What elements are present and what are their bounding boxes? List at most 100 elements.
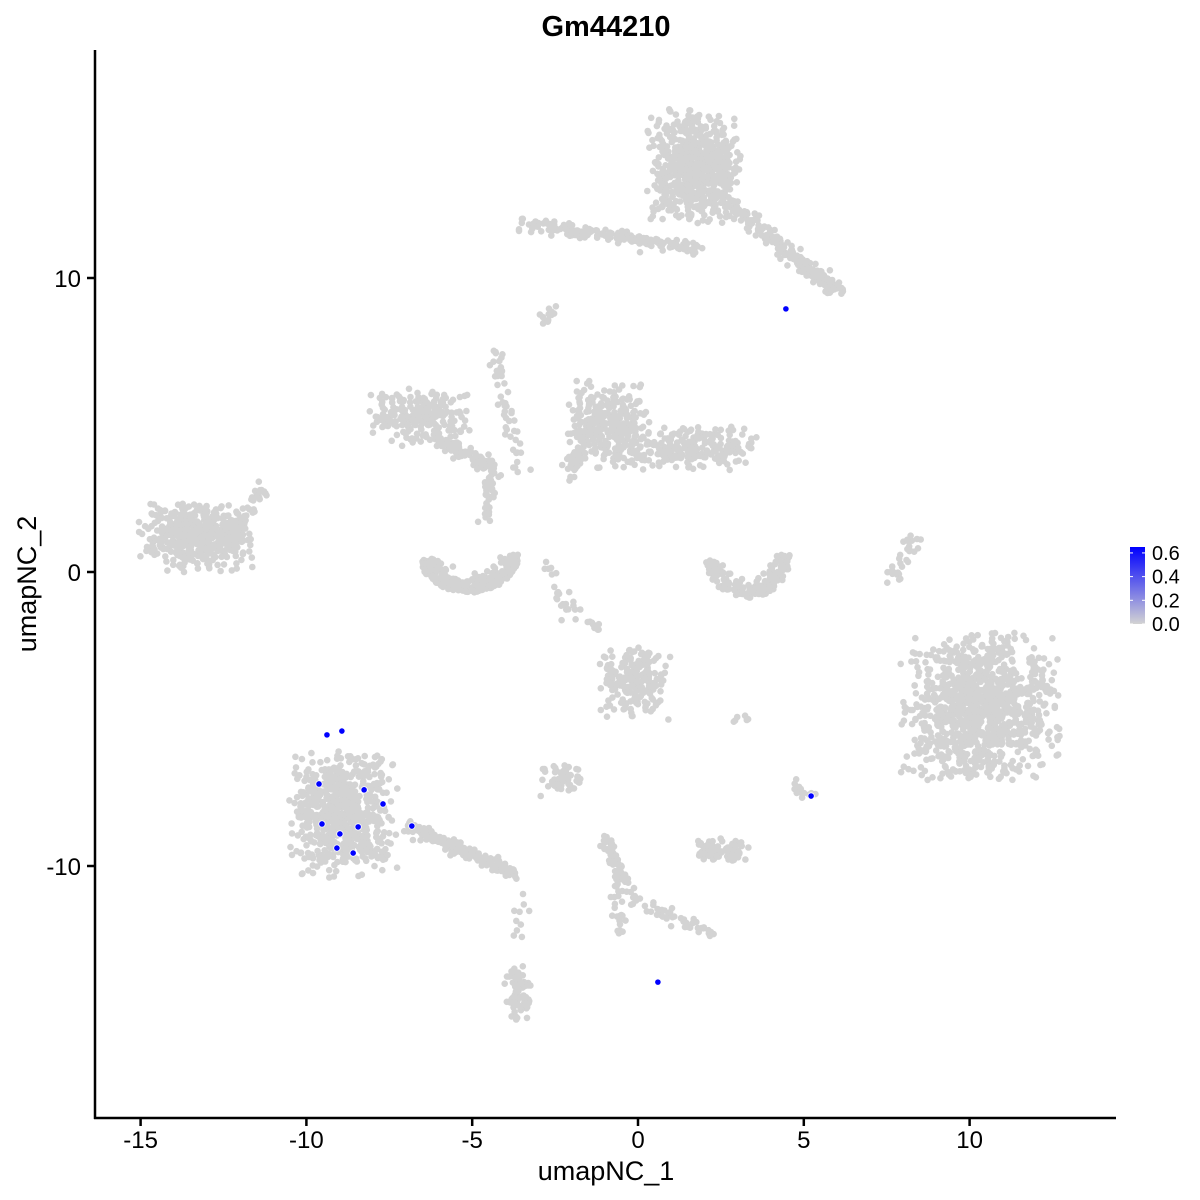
cell-point [732, 458, 740, 465]
cell-point [437, 435, 445, 442]
cell-point [514, 468, 521, 476]
cell-point [930, 691, 938, 699]
cell-point [817, 273, 825, 281]
cell-point [409, 836, 417, 844]
cell-point [569, 228, 577, 235]
cell-point [1011, 629, 1018, 637]
cell-point [298, 828, 306, 836]
cell-point [185, 547, 193, 554]
cell-point [926, 686, 933, 693]
cell-point [247, 541, 254, 549]
cell-point [631, 237, 639, 244]
cell-point [288, 830, 296, 837]
cell-point [638, 424, 645, 432]
cell-point [513, 458, 521, 466]
cell-point [645, 129, 652, 137]
cell-point [314, 847, 321, 855]
cell-point [991, 752, 998, 760]
cell-point [309, 862, 317, 869]
cell-point [683, 155, 690, 162]
cell-point [717, 434, 725, 442]
cell-point [978, 708, 985, 716]
cell-point [350, 788, 358, 796]
cell-point [705, 138, 713, 145]
cell-point [964, 685, 971, 693]
cell-point [1046, 728, 1053, 735]
cell-point [484, 510, 492, 518]
cell-point [958, 665, 965, 673]
cell-point [925, 671, 932, 678]
cell-point [194, 565, 202, 572]
cell-point [1041, 700, 1049, 708]
cell-point [910, 767, 917, 775]
cell-point [565, 401, 573, 409]
cell-point [606, 233, 614, 240]
cell-point [150, 546, 157, 553]
cell-point [246, 530, 253, 538]
cell-point [561, 762, 568, 769]
cell-point [307, 836, 314, 843]
cell-point [709, 442, 716, 449]
cell-point [312, 797, 319, 804]
cell-point [669, 163, 677, 170]
cell-point [385, 417, 393, 425]
cell-point [390, 410, 398, 418]
cell-point [690, 136, 698, 144]
cell-point [356, 792, 363, 800]
cell-point [950, 702, 957, 710]
cell-point [659, 196, 666, 203]
cell-point [1018, 720, 1025, 728]
cell-point [653, 675, 661, 683]
cell-point [917, 703, 925, 710]
cell-point [912, 658, 920, 665]
cell-point [710, 192, 718, 199]
cell-point [1024, 684, 1031, 692]
cell-point [570, 416, 578, 423]
cell-point [703, 131, 710, 139]
cell-point [623, 651, 630, 659]
cell-point [928, 679, 936, 687]
cell-point [971, 754, 978, 762]
cell-point [642, 702, 649, 710]
cell-point [1006, 722, 1014, 729]
cell-point [1048, 676, 1056, 684]
cell-point [433, 408, 440, 416]
cell-point [610, 389, 618, 396]
cell-point [961, 754, 969, 761]
cell-point [651, 182, 658, 189]
cell-point [990, 735, 997, 743]
cell-point [156, 541, 164, 549]
cell-point [182, 520, 190, 528]
cell-point [442, 403, 449, 411]
cell-point [1027, 723, 1035, 730]
cell-point [490, 358, 497, 366]
cell-point [544, 783, 552, 790]
cell-point [971, 748, 979, 756]
cell-point [585, 377, 593, 385]
cell-point [501, 400, 509, 408]
cell-point [976, 656, 984, 664]
cell-point [189, 557, 197, 564]
cell-point [1009, 776, 1016, 784]
cell-point [636, 383, 644, 391]
cell-point [238, 556, 245, 564]
cell-point [662, 662, 669, 670]
cell-point [750, 216, 758, 224]
cell-point [960, 640, 967, 647]
cell-point [1030, 645, 1038, 652]
cell-point [1040, 655, 1048, 662]
cell-point [219, 536, 226, 543]
cell-point [652, 199, 660, 206]
cell-point [639, 466, 647, 473]
cell-point [699, 174, 707, 182]
cell-point [287, 843, 294, 851]
cell-point [664, 155, 672, 162]
cell-point [185, 503, 193, 510]
cell-point [601, 387, 608, 394]
cell-point [614, 880, 621, 888]
cell-point [548, 226, 556, 234]
cell-point [504, 388, 512, 396]
cell-point [623, 675, 631, 682]
cell-point [1050, 687, 1058, 695]
cell-point [949, 717, 956, 725]
